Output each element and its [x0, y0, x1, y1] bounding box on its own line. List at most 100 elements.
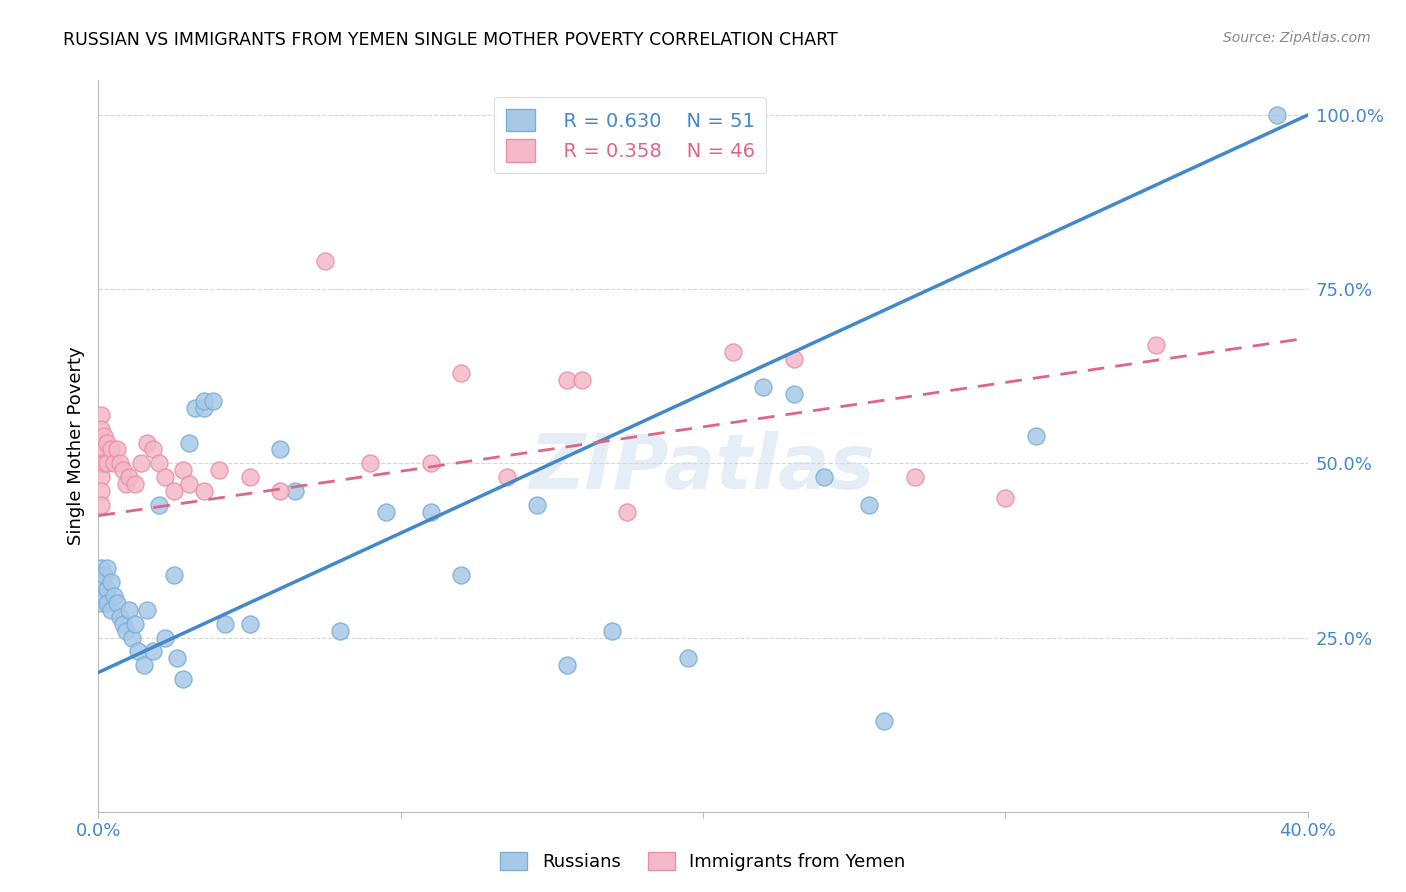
Point: [96, 582, 118, 596]
Point: [179, 477, 201, 491]
Point: [571, 373, 593, 387]
Point: [100, 574, 122, 589]
Point: [103, 457, 125, 471]
Point: [783, 351, 806, 366]
Point: [208, 463, 231, 477]
Point: [127, 644, 149, 658]
Point: [105, 442, 128, 457]
Point: [329, 624, 352, 638]
Text: RUSSIAN VS IMMIGRANTS FROM YEMEN SINGLE MOTHER POVERTY CORRELATION CHART: RUSSIAN VS IMMIGRANTS FROM YEMEN SINGLE …: [63, 31, 838, 49]
Point: [555, 373, 578, 387]
Point: [1024, 428, 1046, 442]
Point: [526, 498, 548, 512]
Text: Source: ZipAtlas.com: Source: ZipAtlas.com: [1223, 31, 1371, 45]
Point: [90, 596, 112, 610]
Point: [108, 457, 131, 471]
Point: [148, 457, 170, 471]
Point: [135, 435, 157, 450]
Point: [135, 603, 157, 617]
Point: [90, 484, 112, 499]
Point: [142, 644, 165, 658]
Point: [105, 596, 128, 610]
Point: [1267, 108, 1289, 122]
Point: [858, 498, 880, 512]
Point: [93, 567, 115, 582]
Point: [269, 442, 291, 457]
Point: [96, 596, 118, 610]
Point: [93, 428, 115, 442]
Point: [90, 574, 112, 589]
Point: [994, 491, 1017, 506]
Point: [602, 624, 624, 638]
Point: [676, 651, 699, 665]
Point: [90, 561, 112, 575]
Point: [873, 714, 896, 728]
Point: [314, 254, 336, 268]
Point: [179, 435, 201, 450]
Point: [111, 463, 134, 477]
Point: [163, 484, 186, 499]
Point: [96, 457, 118, 471]
Legend:   R = 0.630    N = 51,   R = 0.358    N = 46: R = 0.630 N = 51, R = 0.358 N = 46: [495, 97, 766, 173]
Point: [153, 631, 176, 645]
Point: [752, 380, 775, 394]
Legend: Russians, Immigrants from Yemen: Russians, Immigrants from Yemen: [494, 845, 912, 879]
Point: [202, 393, 225, 408]
Point: [420, 457, 443, 471]
Point: [723, 345, 745, 359]
Point: [269, 484, 291, 499]
Point: [450, 366, 472, 380]
Point: [100, 442, 122, 457]
Point: [100, 603, 122, 617]
Point: [193, 401, 215, 415]
Point: [114, 624, 136, 638]
Point: [108, 609, 131, 624]
Point: [90, 421, 112, 435]
Point: [93, 457, 115, 471]
Point: [172, 463, 194, 477]
Point: [90, 435, 112, 450]
Point: [450, 567, 472, 582]
Point: [96, 561, 118, 575]
Point: [616, 505, 638, 519]
Point: [284, 484, 307, 499]
Point: [90, 470, 112, 484]
Point: [555, 658, 578, 673]
Point: [124, 616, 146, 631]
Point: [193, 484, 215, 499]
Point: [166, 651, 188, 665]
Point: [239, 470, 262, 484]
Point: [193, 393, 215, 408]
Point: [118, 603, 141, 617]
Point: [495, 470, 517, 484]
Point: [813, 470, 835, 484]
Point: [90, 408, 112, 422]
Point: [374, 505, 396, 519]
Point: [90, 498, 112, 512]
Point: [93, 589, 115, 603]
Point: [904, 470, 927, 484]
Point: [142, 442, 165, 457]
Point: [172, 673, 194, 687]
Point: [239, 616, 262, 631]
Point: [420, 505, 443, 519]
Point: [96, 435, 118, 450]
Point: [360, 457, 382, 471]
Point: [118, 470, 141, 484]
Y-axis label: Single Mother Poverty: Single Mother Poverty: [66, 347, 84, 545]
Point: [129, 457, 152, 471]
Point: [90, 442, 112, 457]
Point: [783, 386, 806, 401]
Point: [1144, 338, 1167, 352]
Point: [132, 658, 155, 673]
Point: [124, 477, 146, 491]
Point: [103, 589, 125, 603]
Text: ZIPatlas: ZIPatlas: [530, 431, 876, 505]
Point: [184, 401, 207, 415]
Point: [163, 567, 186, 582]
Point: [121, 631, 143, 645]
Point: [114, 477, 136, 491]
Point: [93, 442, 115, 457]
Point: [153, 470, 176, 484]
Point: [214, 616, 236, 631]
